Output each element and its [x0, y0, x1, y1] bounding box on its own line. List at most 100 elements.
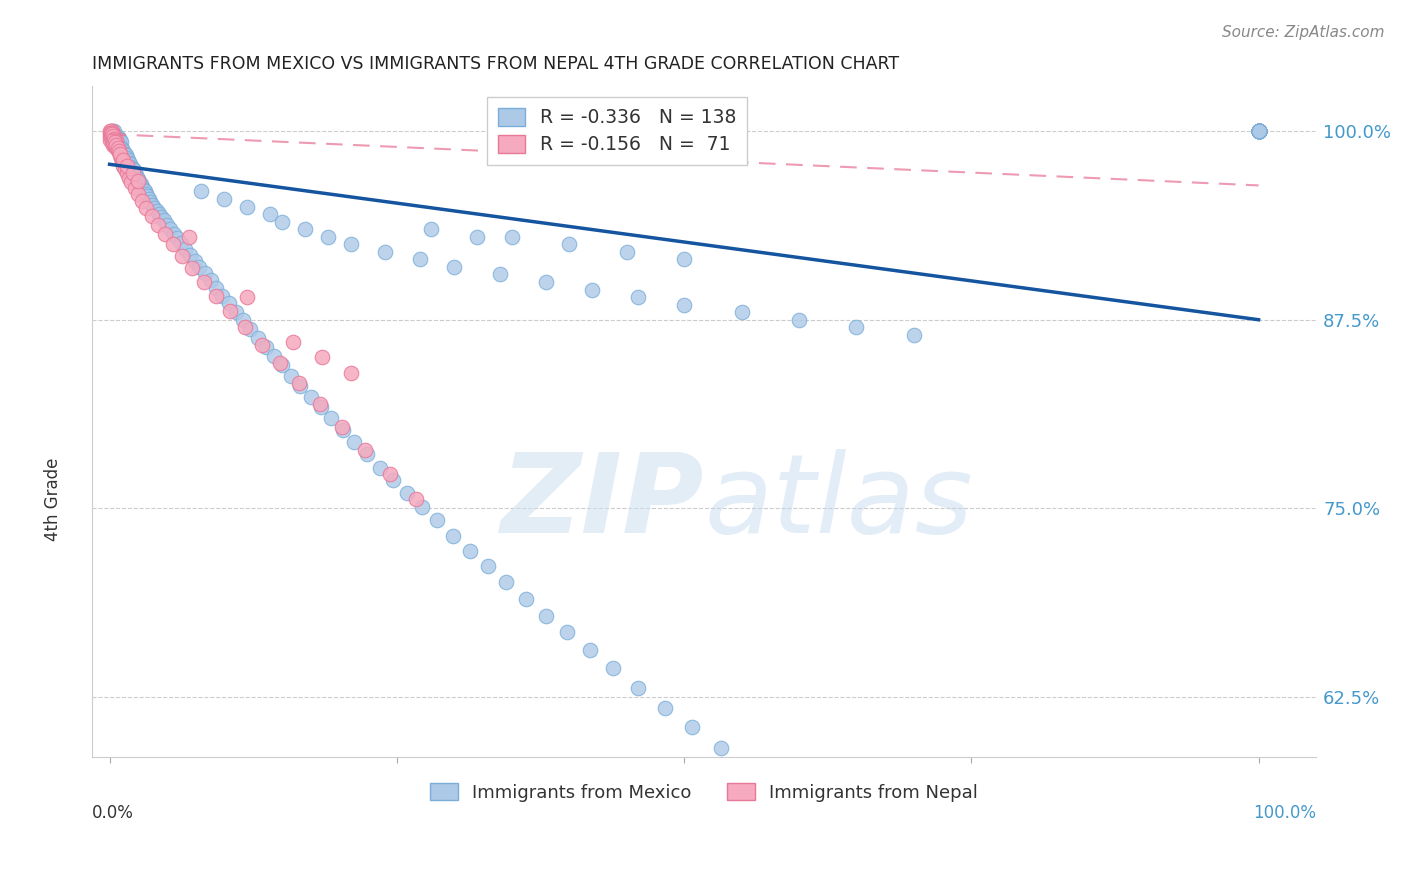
Point — [114, 161, 136, 176]
Point — [129, 177, 152, 191]
Point — [101, 128, 124, 143]
Point — [159, 222, 181, 236]
Point — [378, 467, 401, 481]
Point — [914, 880, 936, 892]
Point — [1247, 124, 1270, 138]
Point — [112, 153, 135, 167]
Point — [135, 187, 157, 202]
Point — [103, 124, 125, 138]
Point — [145, 204, 167, 219]
Point — [280, 368, 302, 383]
Point — [121, 166, 143, 180]
Point — [294, 222, 316, 236]
Point — [188, 260, 211, 274]
Point — [174, 242, 197, 256]
Point — [194, 266, 217, 280]
Point — [115, 159, 138, 173]
Point — [101, 124, 124, 138]
Point — [1247, 124, 1270, 138]
Point — [120, 161, 142, 175]
Point — [101, 127, 124, 141]
Point — [139, 194, 162, 209]
Point — [236, 290, 259, 304]
Point — [131, 180, 153, 194]
Text: IMMIGRANTS FROM MEXICO VS IMMIGRANTS FROM NEPAL 4TH GRADE CORRELATION CHART: IMMIGRANTS FROM MEXICO VS IMMIGRANTS FRO… — [93, 55, 900, 73]
Point — [211, 288, 233, 302]
Point — [118, 170, 141, 185]
Point — [330, 420, 353, 434]
Point — [1247, 124, 1270, 138]
Point — [246, 331, 269, 345]
Point — [98, 124, 121, 138]
Point — [271, 358, 294, 372]
Point — [105, 141, 128, 155]
Point — [143, 201, 166, 215]
Point — [112, 144, 135, 158]
Point — [1247, 124, 1270, 138]
Point — [288, 376, 311, 391]
Point — [602, 661, 624, 675]
Point — [111, 142, 134, 156]
Point — [134, 185, 156, 199]
Point — [127, 174, 149, 188]
Point — [311, 351, 333, 365]
Point — [136, 189, 159, 203]
Point — [101, 135, 124, 149]
Point — [1247, 124, 1270, 138]
Point — [555, 625, 578, 640]
Point — [205, 281, 228, 295]
Point — [98, 133, 121, 147]
Text: 0.0%: 0.0% — [93, 805, 134, 822]
Point — [103, 131, 125, 145]
Point — [101, 128, 124, 143]
Text: Source: ZipAtlas.com: Source: ZipAtlas.com — [1222, 25, 1385, 40]
Point — [1247, 124, 1270, 138]
Point — [98, 126, 121, 140]
Point — [1247, 124, 1270, 138]
Point — [806, 807, 828, 822]
Point — [181, 261, 204, 276]
Text: ZIP: ZIP — [501, 449, 704, 556]
Text: atlas: atlas — [704, 449, 973, 556]
Point — [1247, 124, 1270, 138]
Point — [141, 198, 163, 212]
Point — [104, 135, 127, 149]
Point — [1247, 124, 1270, 138]
Point — [489, 268, 512, 282]
Point — [236, 200, 259, 214]
Point — [101, 127, 124, 141]
Point — [839, 831, 862, 846]
Point — [177, 229, 200, 244]
Point — [108, 146, 131, 161]
Point — [1247, 124, 1270, 138]
Point — [254, 340, 277, 354]
Point — [495, 575, 517, 590]
Point — [111, 154, 134, 169]
Point — [108, 139, 131, 153]
Point — [152, 213, 174, 227]
Point — [271, 214, 294, 228]
Point — [443, 260, 465, 274]
Point — [1247, 124, 1270, 138]
Point — [100, 131, 122, 145]
Point — [101, 133, 124, 147]
Point — [465, 229, 488, 244]
Point — [107, 130, 129, 145]
Point — [269, 357, 291, 371]
Point — [1247, 124, 1270, 138]
Point — [1247, 124, 1270, 138]
Point — [239, 322, 262, 336]
Point — [368, 460, 391, 475]
Point — [127, 187, 149, 202]
Point — [156, 218, 179, 232]
Point — [110, 151, 132, 165]
Point — [105, 137, 128, 152]
Point — [1247, 124, 1270, 138]
Point — [232, 312, 254, 326]
Point — [263, 349, 285, 363]
Point — [218, 296, 240, 310]
Point — [316, 229, 339, 244]
Point — [876, 856, 898, 871]
Point — [127, 172, 149, 186]
Point — [1247, 124, 1270, 138]
